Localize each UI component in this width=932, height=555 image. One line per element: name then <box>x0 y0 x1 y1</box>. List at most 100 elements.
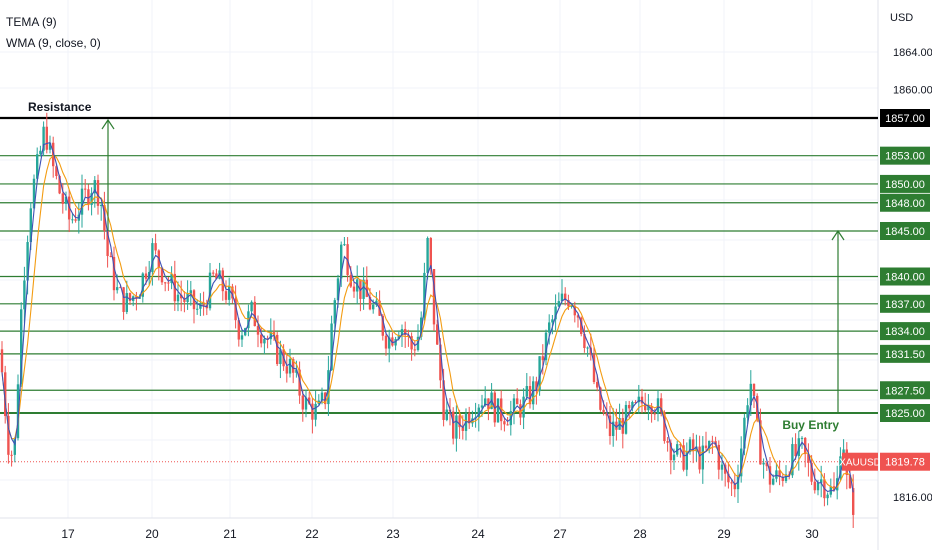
candle-body <box>298 369 301 396</box>
candle-body <box>141 273 144 297</box>
candle-body <box>688 439 692 453</box>
candle-body <box>260 334 263 344</box>
candle-body <box>496 398 500 423</box>
candle-body <box>39 150 42 155</box>
candle-body <box>564 293 567 300</box>
candle-body <box>100 204 103 206</box>
candle-body <box>250 301 253 312</box>
candle-body <box>212 272 215 274</box>
candle-body <box>784 474 788 482</box>
candle-body <box>301 395 304 410</box>
candle-body <box>602 409 605 413</box>
candle-body <box>695 446 698 452</box>
candle-body <box>240 335 244 340</box>
candle-body <box>544 332 548 361</box>
resistance-label: Resistance <box>28 100 92 114</box>
candle-body <box>730 482 733 484</box>
candle-body <box>701 445 704 470</box>
candle-body <box>775 470 778 479</box>
candle-body <box>164 282 167 284</box>
candle-body <box>727 473 730 483</box>
candle-body <box>717 444 720 470</box>
level-price-badge-text: 1827.50 <box>885 385 925 397</box>
candle-body <box>538 356 541 392</box>
candle-body <box>36 154 39 179</box>
candle-body <box>231 286 234 299</box>
candle-body <box>692 439 695 452</box>
candle-body <box>759 420 762 465</box>
candle-body <box>170 273 173 284</box>
candle-body <box>263 338 266 344</box>
time-tick-label: 28 <box>633 527 647 541</box>
level-price-badge-bg <box>880 267 930 286</box>
currency-label: USD <box>890 12 913 24</box>
level-price-badge-text: 1831.50 <box>885 349 925 361</box>
candle-body <box>288 359 292 374</box>
indicator-legend: TEMA (9) WMA (9, close, 0) <box>6 12 101 54</box>
candle-body <box>333 300 336 324</box>
legend-tema[interactable]: TEMA (9) <box>6 15 57 29</box>
candle-body <box>506 424 509 426</box>
level-price-badge-bg <box>880 222 930 240</box>
candle-body <box>740 448 743 477</box>
indicator-lines-layer <box>1 141 854 493</box>
time-tick-label: 21 <box>223 527 237 541</box>
candle-body <box>525 386 528 397</box>
candle-body <box>599 387 602 410</box>
time-tick-label: 30 <box>805 527 819 541</box>
candle-body <box>772 478 775 485</box>
annotations-layer: Resistance Buy Entry <box>28 100 845 432</box>
candle-body <box>679 444 682 446</box>
candle-body <box>423 272 426 318</box>
candle-body <box>199 304 202 309</box>
candle-body <box>583 333 586 348</box>
level-price-badge-bg <box>880 381 930 400</box>
candle-body <box>112 256 116 291</box>
candle-body <box>61 193 64 204</box>
candle-body <box>573 305 576 316</box>
symbol-badge-text: XAUUSD <box>839 458 881 469</box>
level-price-badge-text: 1825.00 <box>885 408 925 420</box>
candle-body <box>644 403 647 411</box>
legend-wma[interactable]: WMA (9, close, 0) <box>6 36 101 50</box>
candle-body <box>352 286 356 292</box>
candle-body <box>80 188 84 215</box>
candle-body <box>202 304 205 306</box>
last-price-badge-text: 1819.78 <box>885 457 925 469</box>
candle-body <box>778 470 781 478</box>
time-tick-label: 23 <box>386 527 400 541</box>
candle-body <box>394 339 397 346</box>
level-price-badge-text: 1845.00 <box>885 226 925 238</box>
price-tick-label: 1860.00 <box>893 85 932 97</box>
candle-body <box>84 188 87 190</box>
level-price-badge-text: 1850.00 <box>885 179 925 191</box>
level-price-badge-bg <box>880 294 930 313</box>
candle-body <box>234 298 237 321</box>
time-axis-layer: 17 20 21 22 23 24 27 28 29 30 <box>61 527 819 541</box>
candle-body <box>522 396 525 418</box>
tema-line <box>1 141 854 493</box>
candle-body <box>29 208 32 243</box>
time-tick-label: 27 <box>553 527 567 541</box>
candle-body <box>237 320 240 340</box>
candle-body <box>93 180 96 194</box>
candle-body <box>452 411 455 439</box>
candle-body <box>276 334 279 365</box>
candle-body <box>615 421 618 430</box>
candle-body <box>551 319 554 323</box>
candle-body <box>461 427 464 431</box>
candle-body <box>516 398 519 405</box>
candle-body <box>215 273 218 279</box>
candle-body <box>116 287 119 291</box>
candle-body <box>432 269 436 325</box>
candle-body <box>800 437 804 439</box>
candle-body <box>292 359 295 373</box>
candle-body <box>605 412 608 416</box>
candle-body <box>458 415 461 428</box>
level-price-badge-text: 1853.00 <box>885 151 925 163</box>
time-tick-label: 29 <box>717 527 731 541</box>
candle-body <box>55 166 58 177</box>
candle-body <box>580 317 583 334</box>
